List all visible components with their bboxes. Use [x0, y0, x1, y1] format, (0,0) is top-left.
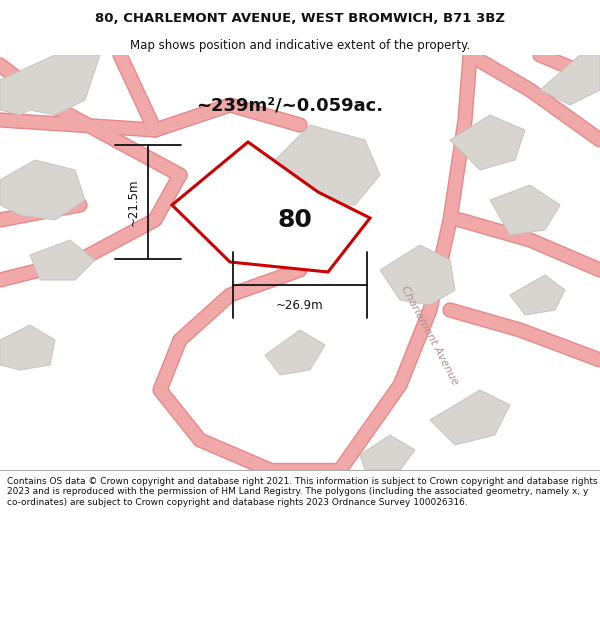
Polygon shape — [380, 245, 455, 305]
Polygon shape — [265, 330, 325, 375]
Polygon shape — [30, 240, 95, 280]
Text: 80: 80 — [278, 208, 313, 232]
Text: 80, CHARLEMONT AVENUE, WEST BROMWICH, B71 3BZ: 80, CHARLEMONT AVENUE, WEST BROMWICH, B7… — [95, 12, 505, 25]
Polygon shape — [450, 115, 525, 170]
Text: Map shows position and indicative extent of the property.: Map shows position and indicative extent… — [130, 39, 470, 51]
Polygon shape — [490, 185, 560, 235]
Polygon shape — [540, 55, 600, 105]
Polygon shape — [510, 275, 565, 315]
Text: ~21.5m: ~21.5m — [127, 178, 140, 226]
Text: ~239m²/~0.059ac.: ~239m²/~0.059ac. — [196, 96, 383, 114]
Polygon shape — [0, 55, 100, 115]
Polygon shape — [0, 160, 85, 220]
Text: Charlemont Avenue: Charlemont Avenue — [400, 284, 460, 386]
Polygon shape — [265, 125, 380, 205]
Polygon shape — [360, 435, 415, 470]
Polygon shape — [0, 325, 55, 370]
Text: Contains OS data © Crown copyright and database right 2021. This information is : Contains OS data © Crown copyright and d… — [7, 477, 598, 507]
Polygon shape — [172, 142, 370, 272]
Text: ~26.9m: ~26.9m — [276, 299, 324, 312]
Polygon shape — [430, 390, 510, 445]
